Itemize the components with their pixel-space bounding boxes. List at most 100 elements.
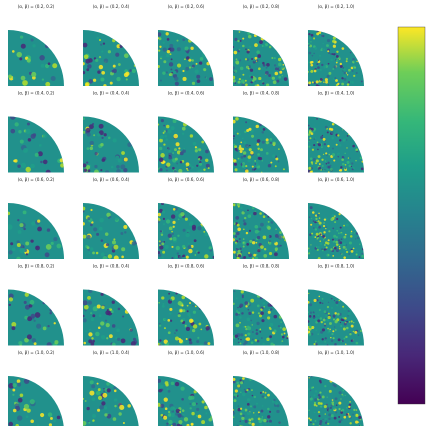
texture-speck: [26, 167, 31, 172]
texture-speck: [334, 77, 336, 79]
texture-speck: [239, 303, 243, 307]
texture-speck: [253, 412, 254, 413]
texture-speck: [163, 60, 166, 63]
texture-speck: [246, 243, 249, 246]
texture-speck: [206, 326, 210, 330]
texture-speck: [251, 423, 254, 426]
texture-speck: [178, 147, 180, 149]
texture-speck: [254, 60, 255, 61]
texture-speck: [182, 255, 184, 257]
texture-speck: [194, 254, 196, 256]
texture-speck: [317, 142, 319, 144]
texture-speck: [161, 414, 164, 417]
texture-speck: [322, 302, 324, 304]
texture-speck: [135, 336, 138, 339]
texture-speck: [322, 248, 323, 249]
texture-speck: [247, 55, 249, 57]
texture-speck: [193, 324, 197, 328]
texture-speck: [242, 415, 244, 417]
texture-speck: [333, 159, 335, 161]
texture-speck: [274, 64, 276, 66]
texture-speck: [357, 237, 359, 239]
texture-speck: [338, 408, 340, 410]
texture-speck: [104, 59, 108, 63]
texture-speck: [257, 153, 260, 156]
texture-speck: [123, 225, 127, 229]
texture-speck: [205, 159, 208, 162]
texture-speck: [252, 331, 254, 333]
texture-speck: [343, 246, 346, 249]
texture-speck: [82, 398, 84, 400]
texture-speck: [273, 329, 276, 332]
texture-speck: [254, 257, 258, 261]
texture-speck: [81, 207, 85, 211]
panel-title: (α, β) = (0.2, 0.4): [93, 4, 130, 9]
texture-speck: [260, 392, 262, 394]
texture-speck: [311, 233, 313, 235]
texture-speck: [325, 152, 327, 154]
texture-speck: [328, 63, 330, 65]
texture-speck: [249, 46, 251, 48]
texture-speck: [243, 228, 245, 230]
texture-speck: [194, 239, 197, 242]
texture-speck: [253, 254, 256, 257]
texture-speck: [322, 338, 324, 340]
texture-speck: [54, 340, 58, 344]
texture-speck: [207, 342, 210, 345]
texture-speck: [316, 159, 319, 162]
texture-speck: [170, 53, 172, 55]
texture-speck: [233, 79, 236, 82]
texture-speck: [233, 203, 236, 206]
quarter-disk: [8, 290, 64, 346]
texture-speck: [261, 156, 262, 157]
texture-speck: [359, 256, 361, 258]
texture-speck: [175, 329, 177, 331]
texture-speck: [232, 411, 234, 413]
texture-speck: [318, 296, 320, 298]
texture-speck: [276, 80, 279, 83]
texture-speck: [316, 80, 319, 83]
texture-speck: [334, 65, 337, 68]
texture-speck: [160, 56, 163, 59]
texture-speck: [340, 166, 342, 168]
texture-speck: [238, 50, 240, 52]
texture-speck: [199, 61, 202, 64]
texture-speck: [312, 55, 314, 57]
texture-speck: [180, 151, 184, 155]
texture-speck: [172, 221, 175, 224]
texture-speck: [249, 379, 251, 381]
texture-speck: [100, 143, 103, 146]
texture-speck: [320, 331, 323, 334]
texture-speck: [238, 342, 240, 344]
texture-speck: [85, 131, 87, 133]
texture-speck: [351, 340, 353, 342]
texture-speck: [170, 406, 174, 410]
texture-speck: [196, 63, 198, 65]
texture-speck: [257, 148, 259, 150]
texture-speck: [164, 32, 166, 34]
texture-speck: [118, 63, 121, 66]
panel-title: (α, β) = (0.6, 1.0): [318, 177, 355, 182]
texture-speck: [278, 421, 280, 423]
texture-speck: [262, 141, 265, 144]
texture-speck: [245, 338, 248, 341]
texture-speck: [308, 293, 309, 294]
texture-speck: [330, 218, 333, 221]
texture-speck: [310, 157, 313, 160]
texture-speck: [339, 170, 341, 172]
texture-speck: [322, 298, 324, 300]
texture-speck: [101, 137, 103, 139]
texture-speck: [198, 148, 201, 151]
texture-speck: [180, 386, 184, 390]
texture-speck: [43, 302, 46, 305]
texture-speck: [328, 239, 330, 241]
texture-speck: [263, 128, 266, 131]
texture-speck: [8, 250, 12, 254]
texture-speck: [34, 342, 37, 345]
texture-speck: [324, 310, 327, 313]
texture-speck: [234, 163, 237, 166]
texture-speck: [356, 254, 358, 256]
texture-speck: [164, 398, 168, 402]
texture-speck: [273, 80, 277, 84]
texture-speck: [347, 161, 350, 164]
